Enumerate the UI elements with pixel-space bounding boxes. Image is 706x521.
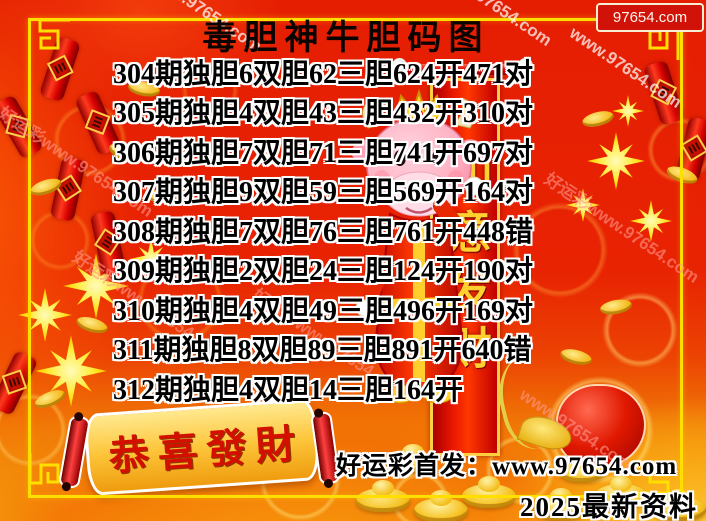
gold-coin-icon <box>580 108 616 130</box>
banner-pole-ball-icon <box>518 58 533 73</box>
firecracker-label-icon <box>84 109 111 136</box>
year-info-line: 2025最新资料 <box>520 492 698 521</box>
prediction-row: 309期独胆2双胆24三胆124开190对 <box>113 256 534 288</box>
prediction-row: 305期独胆4双胆43三胆432开310对 <box>113 98 534 130</box>
site-badge: 97654.com <box>596 3 704 32</box>
frame-corner-fret-icon <box>638 463 670 495</box>
firework-burst-icon <box>630 200 672 242</box>
scroll-text: 恭喜發財 <box>107 420 307 480</box>
ox-horn-icon <box>362 97 388 129</box>
ox-blush-icon <box>448 170 464 186</box>
prediction-row: 312期独胆4双胆14三胆164开 <box>113 374 464 406</box>
ox-arm <box>432 197 472 243</box>
ox-hand-icon <box>355 299 373 317</box>
page-title: 毒胆神牛胆码图 <box>202 20 490 57</box>
gold-coin-icon <box>74 313 110 337</box>
ox-arm <box>361 259 391 307</box>
firecracker-label-icon <box>5 113 30 139</box>
ox-horn-icon <box>450 97 476 129</box>
firecracker-label-icon <box>680 134 706 162</box>
prediction-list: 304期独胆6双胆62三胆624开471对 305期独胆4双胆43三胆432开3… <box>113 52 533 408</box>
firecracker-label-icon <box>1 369 28 395</box>
ox-mascot <box>351 88 487 404</box>
frame-corner-fret-icon <box>28 453 60 485</box>
greeting-scroll: 恭喜發財 <box>56 398 342 498</box>
watermark: 好运彩www.97654.com <box>541 169 703 287</box>
firework-burst-icon <box>566 188 600 222</box>
ox-hand-icon <box>464 176 484 196</box>
prediction-row: 310期独胆4双胆49三胆496开169对 <box>113 295 534 327</box>
ox-shoe-icon <box>384 384 416 404</box>
firecracker-icon <box>643 59 685 127</box>
firecracker-label-icon <box>650 78 678 106</box>
gold-ingot-icon <box>386 444 430 472</box>
ox-blush-icon <box>374 170 390 186</box>
prediction-row: 306期独胆7双胆71三胆741开697对 <box>113 137 534 169</box>
gold-ingot-icon <box>534 488 588 520</box>
gold-ingot-icon <box>414 490 468 521</box>
gold-ingot-icon <box>356 480 410 512</box>
site-badge-text: 97654.com <box>612 9 688 26</box>
scroll-band: 恭喜發財 <box>83 398 321 496</box>
banner-pole-ball-icon <box>392 58 407 73</box>
firecracker-icon <box>0 94 44 160</box>
frame-corner-fret-icon <box>38 18 70 50</box>
firework-burst-icon <box>587 132 645 190</box>
firework-burst-icon <box>18 288 72 342</box>
gold-coin-icon <box>599 297 633 317</box>
prediction-row: 307期独胆9双胆59三胆569开164对 <box>113 177 534 209</box>
site-credit-line: 好运彩首发：www.97654.com <box>336 453 678 480</box>
ox-shoe-icon <box>422 384 454 404</box>
firecracker-icon <box>0 349 39 417</box>
firework-burst-icon <box>612 95 644 127</box>
money-bag-icon <box>556 384 646 468</box>
banner-pole <box>398 64 526 75</box>
prediction-row: 311期独胆8双胆89三胆891开640错 <box>113 335 532 367</box>
prediction-row: 308期独胆7双胆76三胆761开448错 <box>113 216 534 248</box>
prediction-row: 304期独胆6双胆62三胆624开471对 <box>113 58 534 90</box>
crown-icon <box>394 88 444 119</box>
